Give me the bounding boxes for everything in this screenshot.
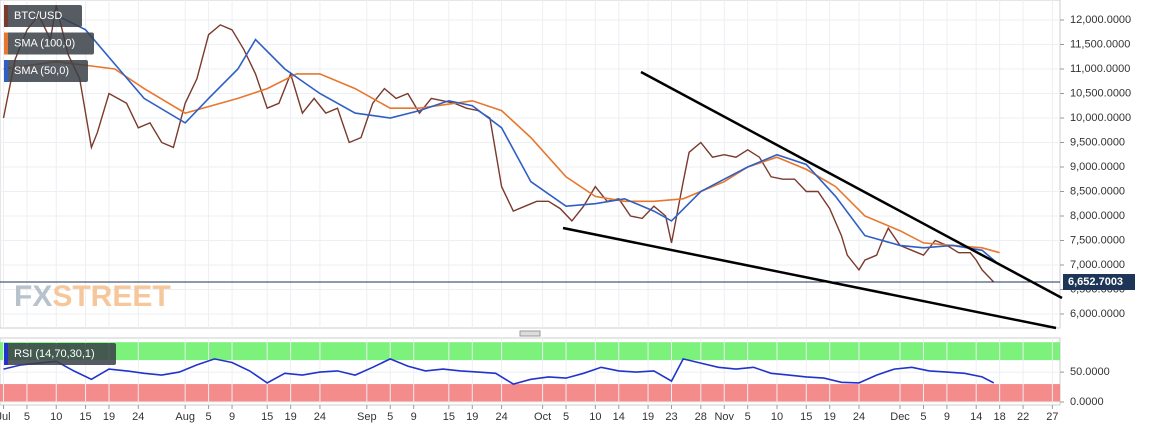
trend-line-lower <box>562 226 1057 330</box>
y-tick-label: 11,500.0000 <box>1070 38 1130 50</box>
x-tick-label: 9 <box>944 411 950 423</box>
x-tick-label: 15 <box>800 411 812 423</box>
x-tick-label: 19 <box>642 411 654 423</box>
y-tick-label: 0.0000 <box>1070 396 1104 408</box>
series-line <box>55 14 1001 266</box>
x-tick-label: Nov <box>714 411 734 423</box>
x-tick-label: 24 <box>495 411 507 423</box>
x-tick-label: 10 <box>771 411 783 423</box>
legend-box <box>4 32 94 55</box>
x-tick-label: 24 <box>132 411 144 423</box>
series-line <box>3 357 995 385</box>
x-tick-label: 22 <box>1017 411 1029 423</box>
trend-line-upper <box>640 70 1063 300</box>
y-tick-label: 9,500.0000 <box>1070 136 1125 148</box>
y-tick-label: 50.0000 <box>1070 366 1110 378</box>
x-tick-label: 9 <box>229 411 235 423</box>
legend-label: BTC/USD <box>14 10 62 22</box>
panel-resize-handle[interactable] <box>519 330 541 337</box>
x-tick-label: 10 <box>50 411 62 423</box>
legend-swatch <box>4 343 8 365</box>
x-tick-label: 19 <box>285 411 297 423</box>
last-price-label: 6,652.7003 <box>1068 276 1123 288</box>
y-tick-label: 10,000.0000 <box>1070 112 1131 124</box>
x-tick-label: 28 <box>695 411 707 423</box>
x-tick-label: 24 <box>314 411 326 423</box>
y-tick-label: 10,500.0000 <box>1070 87 1131 99</box>
x-tick-label: 19 <box>824 411 836 423</box>
legend-label: RSI (14,70,30,1) <box>14 348 95 360</box>
watermark-part: FX <box>14 280 52 313</box>
plot-layer: 6,000.00006,500.00007,000.00007,500.0000… <box>0 0 1135 423</box>
legend-box <box>4 343 116 365</box>
legend-box <box>4 60 88 82</box>
x-tick-label: 19 <box>103 411 115 423</box>
rsi-band <box>0 342 1060 361</box>
y-tick-label: 7,500.0000 <box>1070 234 1125 246</box>
x-tick-label: Dec <box>890 411 910 423</box>
x-tick-label: 10 <box>589 411 601 423</box>
x-tick-label: 23 <box>665 411 677 423</box>
legend-label: SMA (100,0) <box>14 37 75 49</box>
x-tick-label: 14 <box>970 411 982 423</box>
x-tick-label: 15 <box>443 411 455 423</box>
y-tick-label: 9,000.0000 <box>1070 161 1125 173</box>
rsi-band <box>0 384 1060 403</box>
legend-swatch <box>4 60 8 82</box>
y-tick-label: 8,500.0000 <box>1070 185 1125 197</box>
price-panel <box>0 0 1061 329</box>
y-tick-label: 12,000.0000 <box>1070 14 1131 26</box>
x-tick-label: 24 <box>853 411 865 423</box>
legend-swatch <box>4 5 8 27</box>
legend-swatch <box>4 32 8 55</box>
x-tick-label: 18 <box>994 411 1006 423</box>
x-tick-label: 9 <box>411 411 417 423</box>
y-tick-label: 8,000.0000 <box>1070 210 1125 222</box>
x-tick-label: 5 <box>387 411 393 423</box>
watermark: FXSTREET <box>14 280 171 313</box>
legend-box <box>4 5 82 27</box>
x-tick-label: 15 <box>79 411 91 423</box>
x-tick-label: 27 <box>1046 411 1058 423</box>
legend-label: SMA (50,0) <box>14 65 69 77</box>
watermark-part: STREET <box>52 280 170 313</box>
last-price-tag <box>1063 274 1135 291</box>
x-tick-label: 14 <box>613 411 625 423</box>
series-line <box>3 60 1000 254</box>
series-line <box>2 5 995 283</box>
y-tick-label: 6,000.0000 <box>1070 308 1125 320</box>
x-tick-label: 19 <box>466 411 478 423</box>
y-tick-label: 11,000.0000 <box>1070 63 1130 75</box>
x-tick-label: Aug <box>175 411 195 423</box>
x-tick-label: 5 <box>563 411 569 423</box>
x-tick-label: 15 <box>261 411 273 423</box>
x-tick-label: 5 <box>206 411 212 423</box>
y-tick-label: 7,000.0000 <box>1070 259 1125 271</box>
x-tick-label: 5 <box>920 411 926 423</box>
x-tick-label: Jul <box>0 411 11 423</box>
x-tick-label: Sep <box>357 411 377 423</box>
x-tick-label: 5 <box>745 411 751 423</box>
x-tick-label: Oct <box>534 411 551 423</box>
x-tick-label: 5 <box>24 411 30 423</box>
